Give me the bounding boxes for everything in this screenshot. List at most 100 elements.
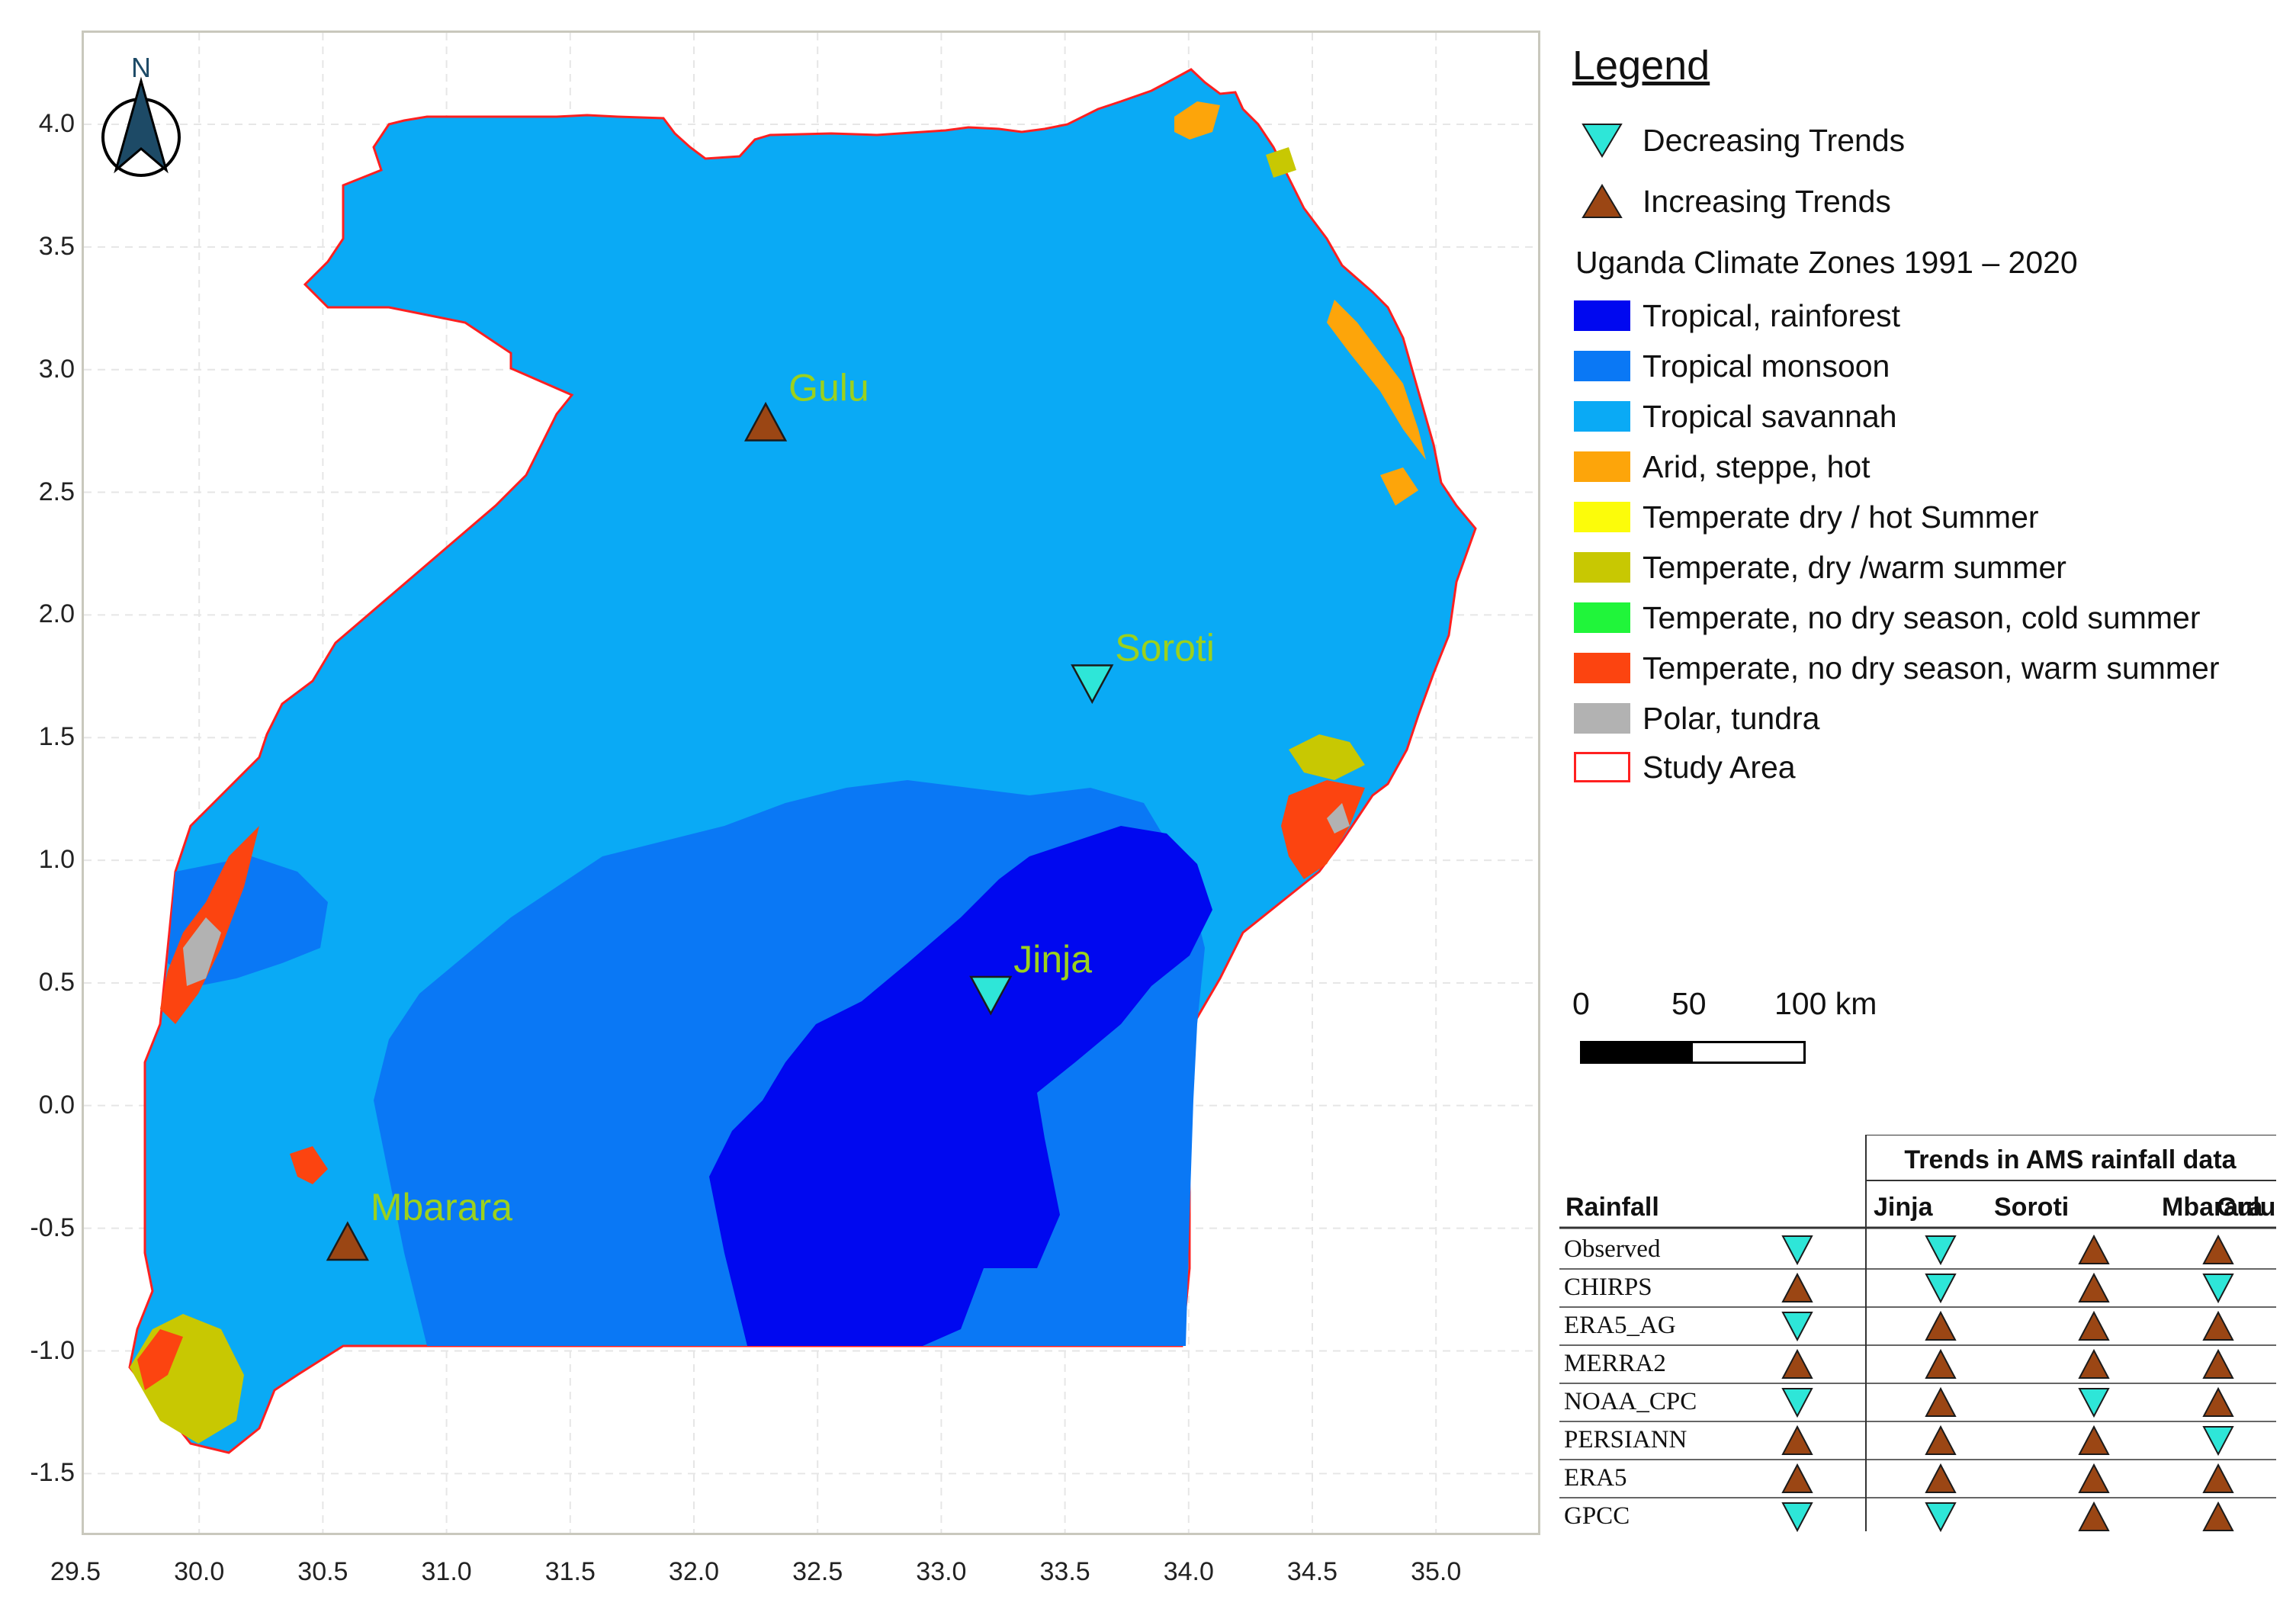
scale-bar: 0 50 100 km xyxy=(1572,986,1877,1070)
station-label: Jinja xyxy=(1013,938,1092,981)
zone-temperate-dry-warm-summer-2 xyxy=(1289,734,1365,780)
legend-zone-row: Arid, steppe, hot xyxy=(1572,448,1871,486)
decreasing-triangle-icon xyxy=(1925,1274,1957,1304)
scale-label-0: 0 xyxy=(1572,986,1590,1021)
increasing-triangle-icon xyxy=(1781,1463,1813,1493)
increasing-triangle-icon xyxy=(2202,1348,2234,1379)
table-row-label: PERSIANN xyxy=(1564,1426,1687,1453)
legend-zone-row: Tropical monsoon xyxy=(1572,347,1890,385)
decreasing-triangle-icon xyxy=(1781,1388,1813,1418)
zone-temperate-no-dry-warm-summer-4 xyxy=(290,1146,328,1184)
lat-tick-label: 1.0 xyxy=(38,845,75,875)
lat-tick-label: 1.5 xyxy=(38,722,75,752)
lat-tick-label: 2.5 xyxy=(38,477,75,506)
zone-label: Temperate dry / hot Summer xyxy=(1643,499,2039,535)
climate-zones-title: Uganda Climate Zones 1991 – 2020 xyxy=(1575,245,2078,280)
table-row-label: Observed xyxy=(1564,1235,1661,1263)
station-triangle-icon xyxy=(969,975,1013,1016)
station-gulu[interactable]: Gulu xyxy=(743,366,869,442)
legend-study-area-label: Study Area xyxy=(1643,749,1796,785)
north-arrow: N xyxy=(101,52,181,177)
lon-tick-label: 31.0 xyxy=(421,1557,472,1586)
table-column-header: Soroti xyxy=(1994,1193,2070,1222)
decreasing-triangle-icon xyxy=(1781,1312,1813,1342)
table-column-header: Mbarara xyxy=(2162,1193,2263,1222)
station-label: Soroti xyxy=(1115,626,1215,669)
zone-label: Temperate, no dry season, cold summer xyxy=(1643,599,2201,635)
legend-decreasing: Decreasing Trends xyxy=(1572,121,1905,159)
scale-segment-black xyxy=(1582,1043,1693,1062)
zone-polar-tundra xyxy=(183,917,221,986)
lat-tick-label: 3.5 xyxy=(38,231,75,261)
decreasing-triangle-icon xyxy=(1781,1235,1813,1266)
legend-title: Legend xyxy=(1572,43,1710,88)
zone-swatch xyxy=(1572,400,1632,433)
increasing-triangle-icon xyxy=(1925,1310,1957,1341)
map-canvas[interactable]: N Gulu Soroti Jinja Mbarara xyxy=(84,33,1538,1533)
station-triangle-icon xyxy=(743,401,788,442)
zone-label: Tropical, rainforest xyxy=(1643,297,1900,333)
north-arrow-label: N xyxy=(131,52,151,83)
study-area-swatch xyxy=(1572,750,1632,784)
lon-tick-label: 30.0 xyxy=(174,1557,225,1586)
lon-tick-label: 32.5 xyxy=(792,1557,843,1586)
legend: Legend Decreasing Trends Increasing Tren… xyxy=(1572,42,2289,805)
zone-swatch xyxy=(1572,651,1632,685)
increasing-triangle-icon xyxy=(2078,1234,2110,1264)
increasing-triangle-icon xyxy=(2202,1234,2234,1264)
table-column-header: Jinja xyxy=(1874,1193,1933,1222)
zone-temperate-no-dry-warm-summer-3 xyxy=(137,1329,183,1390)
trends-table: Trends in AMS rainfall data Rainfall Jin… xyxy=(1559,1135,2276,1533)
station-label: Mbarara xyxy=(371,1186,512,1229)
increasing-triangle-icon xyxy=(1925,1348,1957,1379)
table-row-label: NOAA_CPC xyxy=(1564,1388,1697,1415)
table-row-label: CHIRPS xyxy=(1564,1274,1652,1301)
station-jinja[interactable]: Jinja xyxy=(969,938,1092,1016)
zone-swatch xyxy=(1572,450,1632,483)
zone-swatch xyxy=(1572,299,1632,332)
lon-tick-label: 33.0 xyxy=(916,1557,967,1586)
increasing-triangle-icon xyxy=(2078,1310,2110,1341)
increasing-triangle-icon xyxy=(1925,1386,1957,1417)
zone-label: Temperate, dry /warm summer xyxy=(1643,549,2066,585)
lat-tick-label: 0.0 xyxy=(38,1090,75,1119)
legend-increasing: Increasing Trends xyxy=(1572,182,1891,220)
climate-zones xyxy=(128,68,1477,1454)
lat-tick-label: -0.5 xyxy=(30,1213,75,1242)
increasing-triangle-icon xyxy=(2202,1386,2234,1417)
station-triangle-icon xyxy=(326,1221,369,1261)
decreasing-triangle-icon xyxy=(1572,124,1632,158)
lat-tick-label: 4.0 xyxy=(38,109,75,138)
increasing-triangle-icon xyxy=(1781,1425,1813,1455)
lon-tick-label: 31.5 xyxy=(544,1557,596,1586)
legend-zone-row: Polar, tundra xyxy=(1572,699,1820,737)
zone-swatch xyxy=(1572,702,1632,735)
lat-tick-label: 0.5 xyxy=(38,967,75,997)
increasing-triangle-icon xyxy=(2078,1425,2110,1455)
map-frame: N Gulu Soroti Jinja Mbarara xyxy=(82,31,1540,1535)
table-row-label: ERA5_AG xyxy=(1564,1312,1676,1339)
legend-zone-row: Temperate, no dry season, warm summer xyxy=(1572,649,2220,687)
station-markers: Gulu Soroti Jinja Mbarara xyxy=(326,366,1215,1261)
legend-zone-row: Temperate dry / hot Summer xyxy=(1572,498,2039,536)
lat-tick-label: -1.0 xyxy=(30,1335,75,1365)
lon-tick-label: 34.5 xyxy=(1286,1557,1338,1586)
zone-label: Tropical savannah xyxy=(1643,398,1897,434)
legend-increasing-label: Increasing Trends xyxy=(1643,183,1891,219)
station-mbarara[interactable]: Mbarara xyxy=(326,1186,512,1261)
station-soroti[interactable]: Soroti xyxy=(1071,626,1215,705)
table-row-header: Rainfall xyxy=(1565,1193,1659,1222)
increasing-triangle-icon xyxy=(1925,1463,1957,1493)
lat-tick-label: 2.0 xyxy=(38,599,75,629)
decreasing-triangle-icon xyxy=(2202,1274,2234,1304)
decreasing-triangle-icon xyxy=(1781,1502,1813,1533)
lon-tick-label: 34.0 xyxy=(1163,1557,1214,1586)
legend-decreasing-label: Decreasing Trends xyxy=(1643,122,1906,158)
scale-label-100: 100 km xyxy=(1774,986,1877,1021)
scale-segment-white xyxy=(1693,1043,1803,1062)
increasing-triangle-icon xyxy=(2078,1348,2110,1379)
table-row-label: MERRA2 xyxy=(1564,1350,1666,1377)
increasing-triangle-icon xyxy=(2202,1310,2234,1341)
increasing-triangle-icon xyxy=(2202,1463,2234,1493)
decreasing-triangle-icon xyxy=(2078,1388,2110,1418)
